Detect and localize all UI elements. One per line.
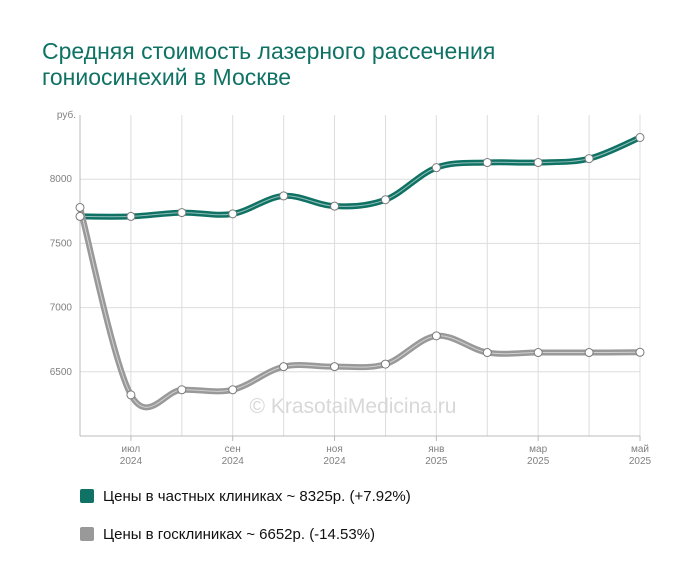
data-point-public bbox=[330, 362, 340, 372]
series-line-private bbox=[77, 134, 643, 220]
x-tick-label-month: янв bbox=[428, 444, 444, 455]
watermark: © KrasotaiMedicina.ru bbox=[250, 395, 457, 418]
data-point-public bbox=[482, 348, 492, 358]
x-tick-label-year: 2024 bbox=[323, 456, 346, 467]
data-point-public bbox=[584, 348, 594, 358]
x-tick-label-year: 2025 bbox=[527, 456, 550, 467]
data-point-private bbox=[380, 195, 390, 205]
x-tick-label-month: сен bbox=[225, 444, 241, 455]
data-point-private bbox=[584, 154, 594, 164]
x-tick-label-year: 2024 bbox=[120, 456, 143, 467]
x-tick-label-month: май bbox=[631, 444, 649, 455]
y-tick-label: 8000 bbox=[50, 174, 73, 185]
data-point-public bbox=[635, 347, 645, 357]
data-point-private bbox=[431, 163, 441, 173]
data-point-public bbox=[177, 385, 187, 395]
data-point-public bbox=[533, 348, 543, 358]
x-tick-label-month: мар bbox=[529, 444, 547, 455]
data-point-public bbox=[431, 331, 441, 341]
data-point-public bbox=[380, 359, 390, 369]
grid-lines bbox=[79, 115, 641, 436]
data-point-private bbox=[177, 208, 187, 218]
data-point-private bbox=[279, 191, 289, 201]
legend: Цены в частных клиниках ~ 8325р. (+7.92%… bbox=[80, 486, 411, 562]
x-tick-label-month: ноя bbox=[326, 444, 343, 455]
data-points bbox=[75, 132, 645, 400]
y-axis-unit: руб. bbox=[57, 109, 76, 121]
y-tick-label: 7000 bbox=[50, 303, 73, 314]
legend-label: Цены в частных клиниках ~ 8325р. (+7.92%… bbox=[103, 487, 411, 505]
data-point-private bbox=[228, 209, 238, 219]
y-tick-label: 7500 bbox=[50, 238, 73, 249]
series-lines bbox=[77, 134, 643, 411]
data-point-private bbox=[75, 211, 85, 221]
legend-swatch-private bbox=[80, 489, 94, 503]
data-point-private bbox=[126, 211, 136, 221]
legend-label: Цены в госклиниках ~ 6652р. (-14.53%) bbox=[103, 525, 376, 543]
legend-item-private[interactable]: Цены в частных клиниках ~ 8325р. (+7.92%… bbox=[80, 486, 411, 506]
legend-item-public[interactable]: Цены в госклиниках ~ 6652р. (-14.53%) bbox=[80, 524, 411, 544]
data-point-private bbox=[330, 201, 340, 211]
x-tick-label-year: 2024 bbox=[222, 456, 245, 467]
legend-swatch-public bbox=[80, 527, 94, 541]
data-point-public bbox=[126, 390, 136, 400]
x-tick-label-month: июл bbox=[122, 444, 141, 455]
chart-title: Средняя стоимость лазерного рассечения г… bbox=[42, 38, 496, 90]
x-tick-label-year: 2025 bbox=[425, 456, 448, 467]
data-point-private bbox=[635, 132, 645, 142]
data-point-private bbox=[533, 158, 543, 168]
data-point-private bbox=[482, 158, 492, 168]
data-point-public bbox=[279, 362, 289, 372]
data-point-public bbox=[75, 202, 85, 212]
data-point-public bbox=[228, 385, 238, 395]
x-tick-label-year: 2025 bbox=[629, 456, 652, 467]
axes: 8000750070006500руб.июл2024сен2024ноя202… bbox=[50, 109, 652, 467]
y-tick-label: 6500 bbox=[50, 367, 73, 378]
